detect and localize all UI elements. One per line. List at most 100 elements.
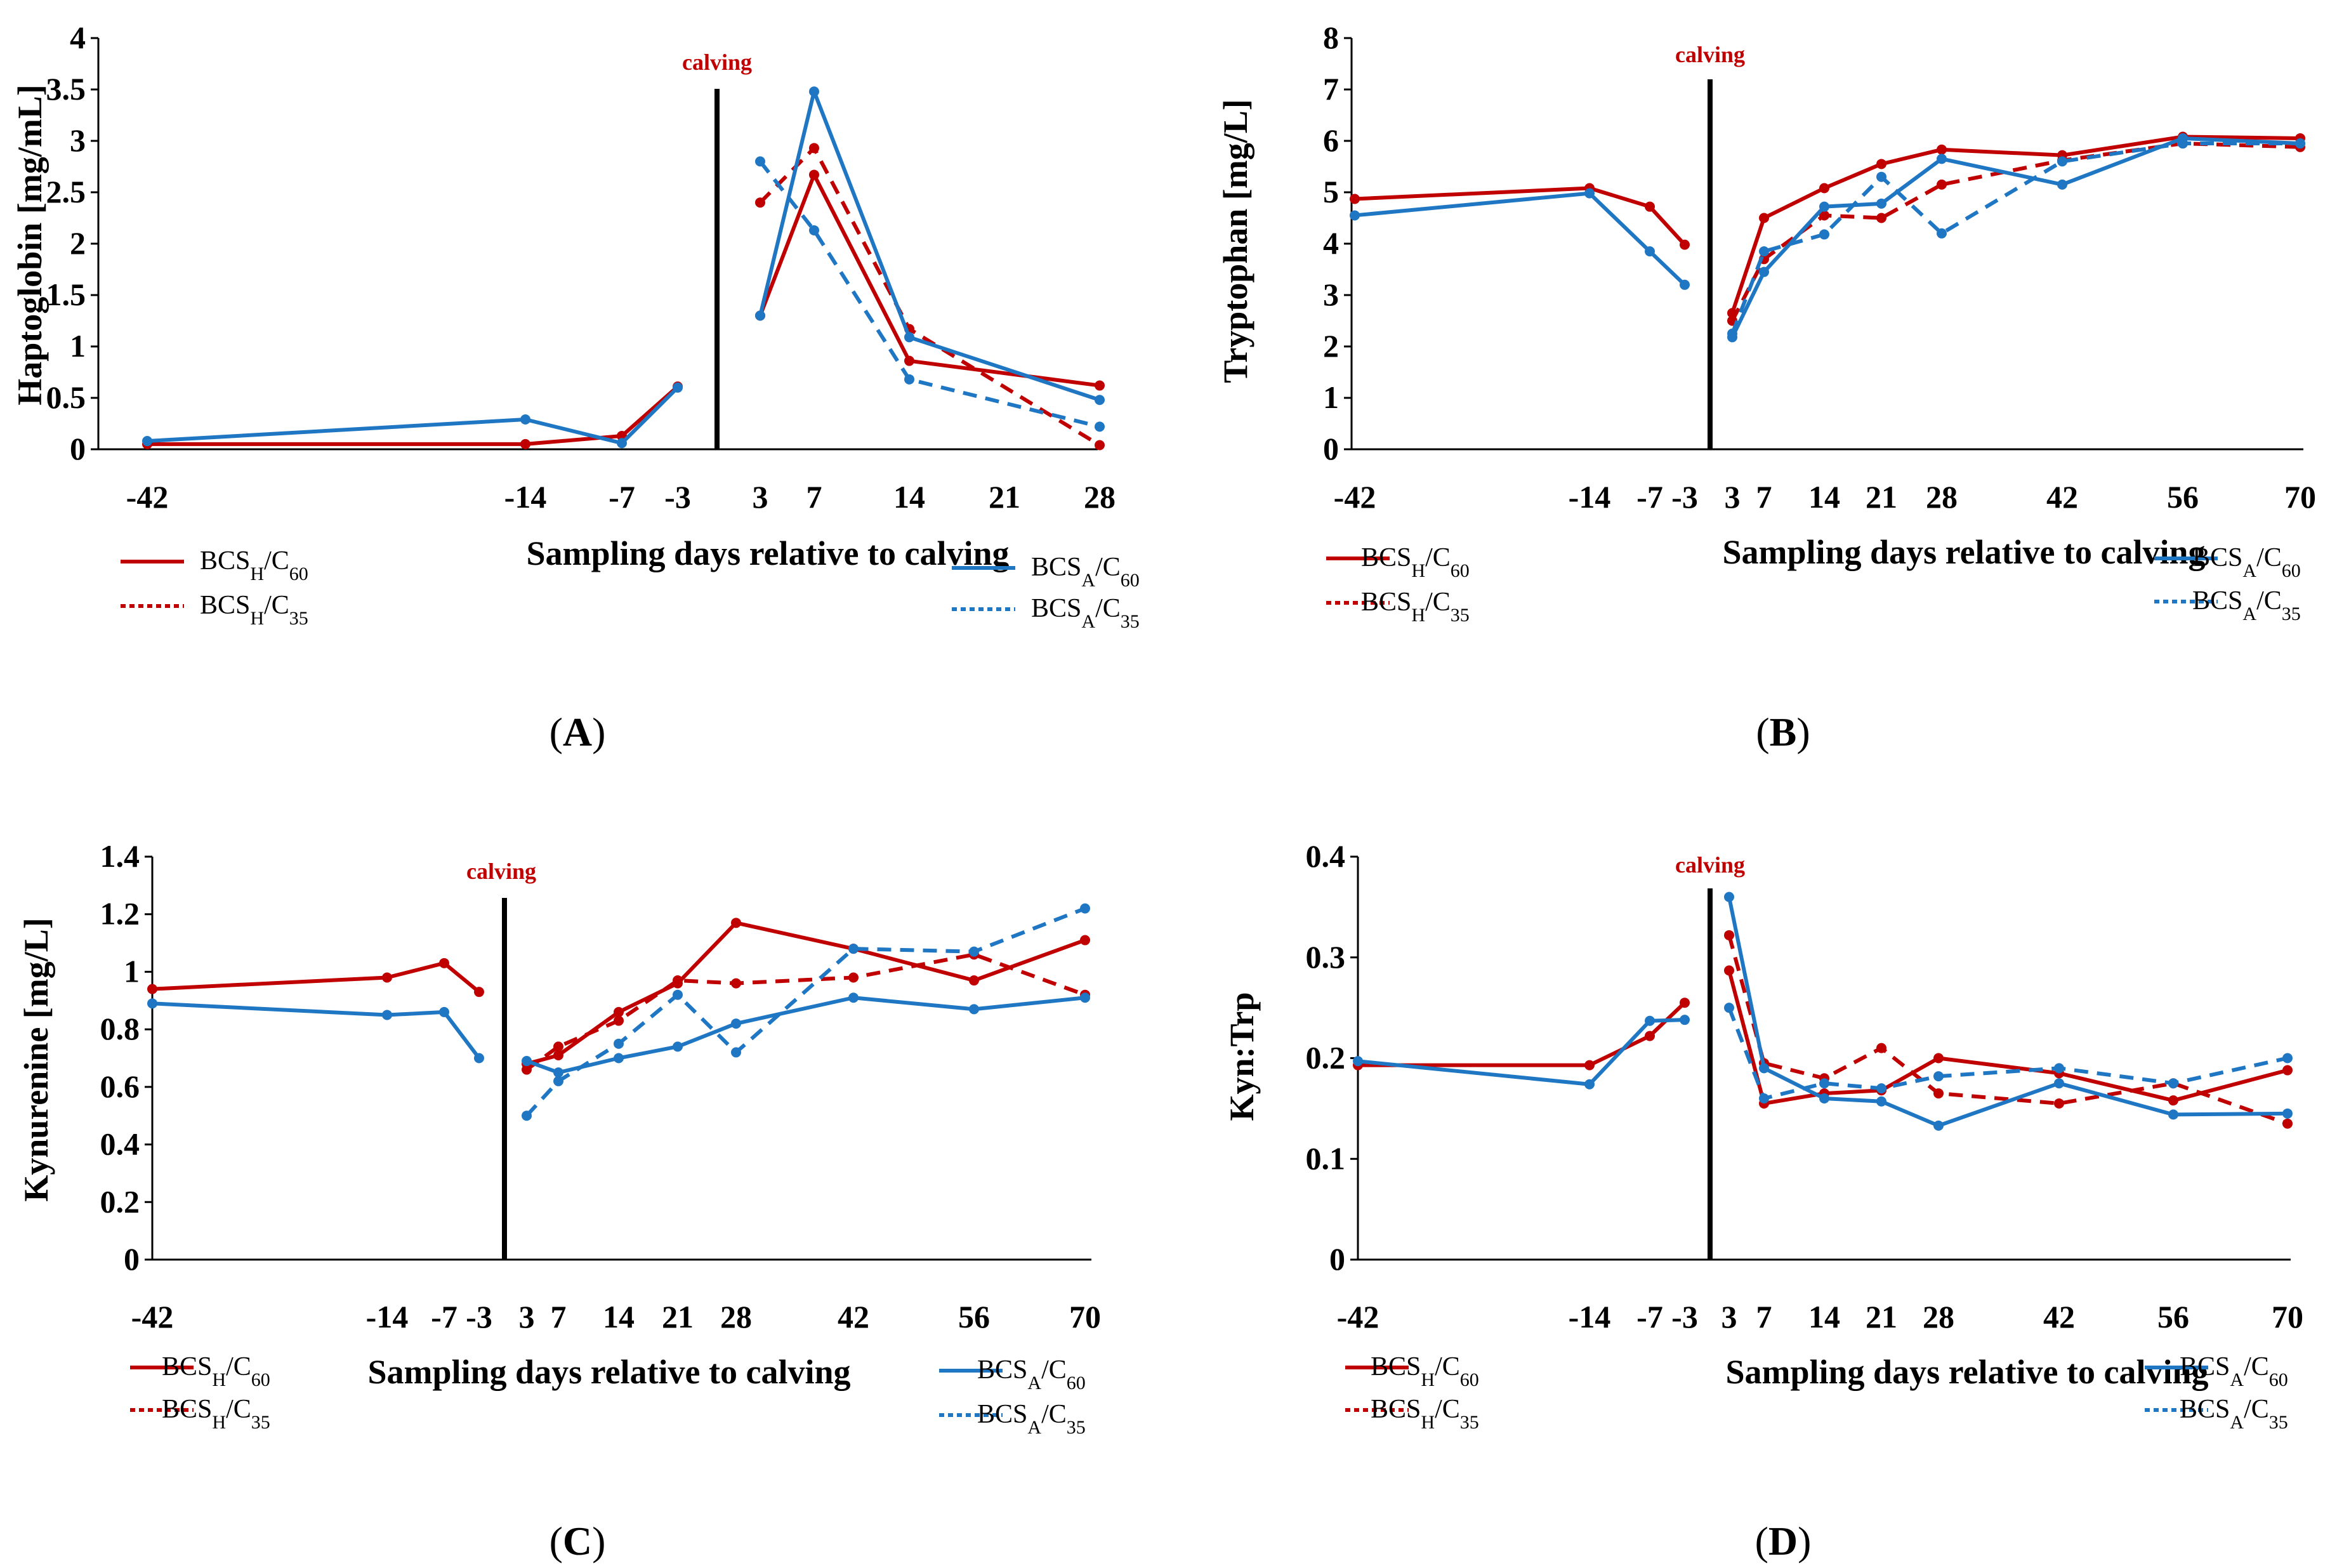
y-axis-title: Tryptophan [mg/L] [1216,99,1254,383]
series-line-a60 [1357,1018,1685,1086]
y-axis-title: Kyn:Trp [1223,992,1261,1121]
data-point-h35 [2282,1118,2293,1129]
x-tick-label: -7 [609,479,635,515]
y-tick-label: 1 [70,328,86,364]
x-axis-title: Sampling days relative to calving [1725,1353,2208,1391]
data-point-a60 [2054,1078,2064,1089]
x-tick-label: 56 [2157,1299,2189,1334]
data-point-a35 [904,374,914,385]
legend-label-a60: BCSA/C60 [2180,1352,2288,1390]
x-tick-label: 28 [1923,1299,1954,1334]
series-line-a60 [1727,896,2288,1128]
data-point-a60 [1584,188,1595,199]
data-point-a60 [809,86,819,97]
calving-label: calving [682,49,752,75]
x-axis-title: Sampling days relative to calving [526,534,1009,572]
data-point-a35 [1759,246,1769,257]
y-tick-label: 1 [124,953,140,989]
data-point-h60 [382,972,392,983]
data-point-h60 [147,984,157,994]
y-tick-label: 0.2 [100,1183,140,1219]
data-point-h60 [1350,194,1360,204]
series-line-a60 [525,996,1086,1075]
data-point-h35 [1937,179,1947,190]
data-point-h60 [614,1006,624,1017]
legend-left: BCSH/C60 BCSH/C35 [1345,1352,1479,1433]
data-point-a60 [1937,154,1947,164]
x-tick-label: 7 [806,479,822,515]
data-point-a60 [1819,201,1829,212]
data-point-h60 [1680,998,1690,1008]
data-point-h60 [1759,213,1769,223]
y-tick-label: 1 [1323,379,1339,415]
data-point-h35 [731,978,741,989]
data-point-a35 [1080,903,1090,914]
y-tick-label: 0.8 [100,1011,140,1046]
data-point-h35 [1933,1088,1944,1099]
series-line-h60 [526,921,1086,1066]
data-point-a35 [673,989,683,1000]
y-axis-title: Haptoglobin [mg/mL] [11,84,49,405]
x-tick-label: 3 [1721,1299,1737,1334]
data-point-h60 [969,975,979,986]
data-point-h35 [755,197,765,208]
data-point-h60 [553,1050,563,1060]
data-point-a35 [1819,1078,1829,1089]
chart-panel-D: 0 0.1 0.2 0.3 0.4 -42 -14 -7 -3 3 7 14 21 28 42 56 70 cal… [1223,838,2303,1564]
data-point-a60 [673,1041,683,1052]
data-point-h60 [2282,1065,2293,1076]
data-point-h60 [439,958,449,968]
data-point-h60 [1680,239,1690,250]
y-tick-label: 4 [1323,225,1339,261]
series-line-h60 [1354,186,1687,246]
data-point-h35 [1724,930,1734,940]
data-point-a60 [1933,1120,1944,1131]
y-tick-label: 7 [1323,71,1339,107]
x-tick-label: 3 [753,479,768,515]
y-tick-label: 1.4 [100,838,140,874]
y-tick-label: 8 [1323,20,1339,55]
panel-label: (D) [1755,1519,1812,1564]
data-point-a60 [1759,1063,1769,1074]
x-tick-label: 56 [958,1299,990,1334]
x-tick-label: 42 [2043,1299,2075,1334]
x-tick-label: 70 [2284,479,2316,515]
x-tick-label: 56 [2167,479,2199,515]
data-point-h60 [1819,183,1829,194]
data-point-a60 [617,438,627,449]
data-point-a35 [614,1038,624,1049]
data-point-a35 [1727,328,1737,339]
data-point-a60 [1080,992,1090,1003]
data-point-h60 [1584,1060,1595,1071]
x-tick-label: 14 [603,1299,635,1334]
series-h35 [1724,930,2293,1129]
data-point-a60 [848,992,859,1003]
legend-label-a60: BCSA/C60 [2192,543,2301,581]
data-point-a35 [1095,421,1105,432]
x-tick-label: -42 [1334,479,1376,515]
series-line-a60 [1354,191,1687,286]
x-tick-label: -14 [366,1299,409,1334]
data-point-h60 [1645,201,1655,212]
y-tick-label: 4 [70,20,86,55]
x-tick-label: 7 [551,1299,567,1334]
x-tick-label: 14 [893,479,925,515]
data-point-a35 [1724,1003,1734,1013]
y-tick-label: 6 [1323,122,1339,158]
data-point-h60 [520,438,530,449]
data-point-a60 [147,998,157,1009]
series-line-h60 [147,385,679,446]
data-point-a60 [904,332,914,343]
legend-label-h35: BCSH/C35 [1361,588,1470,626]
data-point-a35 [553,1076,563,1086]
legend-left: BCSH/C60 BCSH/C35 [121,546,308,629]
series-line-a35 [758,160,1100,429]
data-point-a35 [809,225,819,235]
legend-label-h60: BCSH/C60 [1371,1352,1479,1390]
x-tick-label: -7 [431,1299,458,1334]
series-line-h35 [1730,142,2301,322]
data-point-a60 [2282,1108,2293,1119]
panel-label: (B) [1756,709,1810,754]
